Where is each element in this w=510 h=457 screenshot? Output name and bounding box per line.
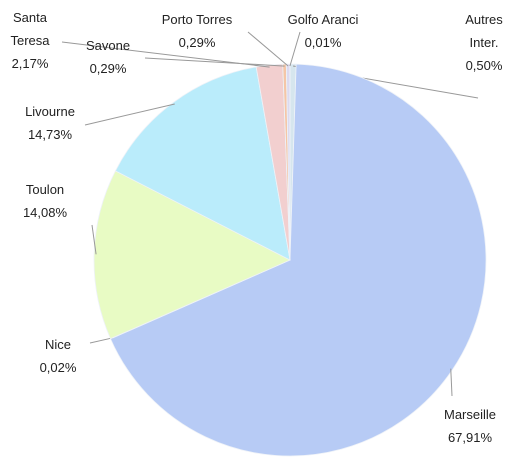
slice-value: 14,08% xyxy=(22,205,68,220)
slice-label: Golfo Aranci 0,01% xyxy=(273,8,373,54)
pie-slice xyxy=(110,63,487,457)
slice-label: Toulon 14,08% xyxy=(10,178,80,224)
leader-line xyxy=(84,103,175,126)
leader-line xyxy=(289,31,301,67)
slice-value: 0,50% xyxy=(465,58,503,73)
pie-slice xyxy=(114,66,291,261)
slice-label: Autres Inter. 0,50% xyxy=(459,8,509,77)
leader-line xyxy=(144,57,285,67)
slice-label: Marseille 67,91% xyxy=(430,403,510,449)
slice-name: Santa Teresa xyxy=(10,10,50,48)
slice-value: 0,01% xyxy=(304,35,342,50)
slice-label: Savone 0,29% xyxy=(73,34,143,80)
slice-label: Porto Torres 0,29% xyxy=(147,8,247,54)
slice-name: Porto Torres xyxy=(161,12,233,27)
slice-name: Autres Inter. xyxy=(465,12,503,50)
leader-line xyxy=(89,337,113,344)
leader-line xyxy=(247,31,289,67)
slice-value: 2,17% xyxy=(11,56,49,71)
slice-name: Marseille xyxy=(443,407,496,422)
slice-value: 0,29% xyxy=(89,61,127,76)
slice-value: 0,02% xyxy=(39,360,77,375)
slice-label: Santa Teresa 2,17% xyxy=(0,6,60,75)
slice-label: Livourne 14,73% xyxy=(10,100,90,146)
slice-name: Savone xyxy=(85,38,131,53)
slice-name: Nice xyxy=(44,337,71,352)
slice-value: 14,73% xyxy=(27,127,73,142)
slice-name: Toulon xyxy=(25,182,65,197)
slice-label: Nice 0,02% xyxy=(28,333,88,379)
leader-line xyxy=(91,224,97,255)
slice-value: 0,29% xyxy=(178,35,216,50)
slice-value: 67,91% xyxy=(447,430,493,445)
slice-name: Livourne xyxy=(25,104,75,119)
slice-name: Golfo Aranci xyxy=(287,12,359,27)
leader-line xyxy=(450,368,453,397)
pie-slice xyxy=(93,170,291,340)
